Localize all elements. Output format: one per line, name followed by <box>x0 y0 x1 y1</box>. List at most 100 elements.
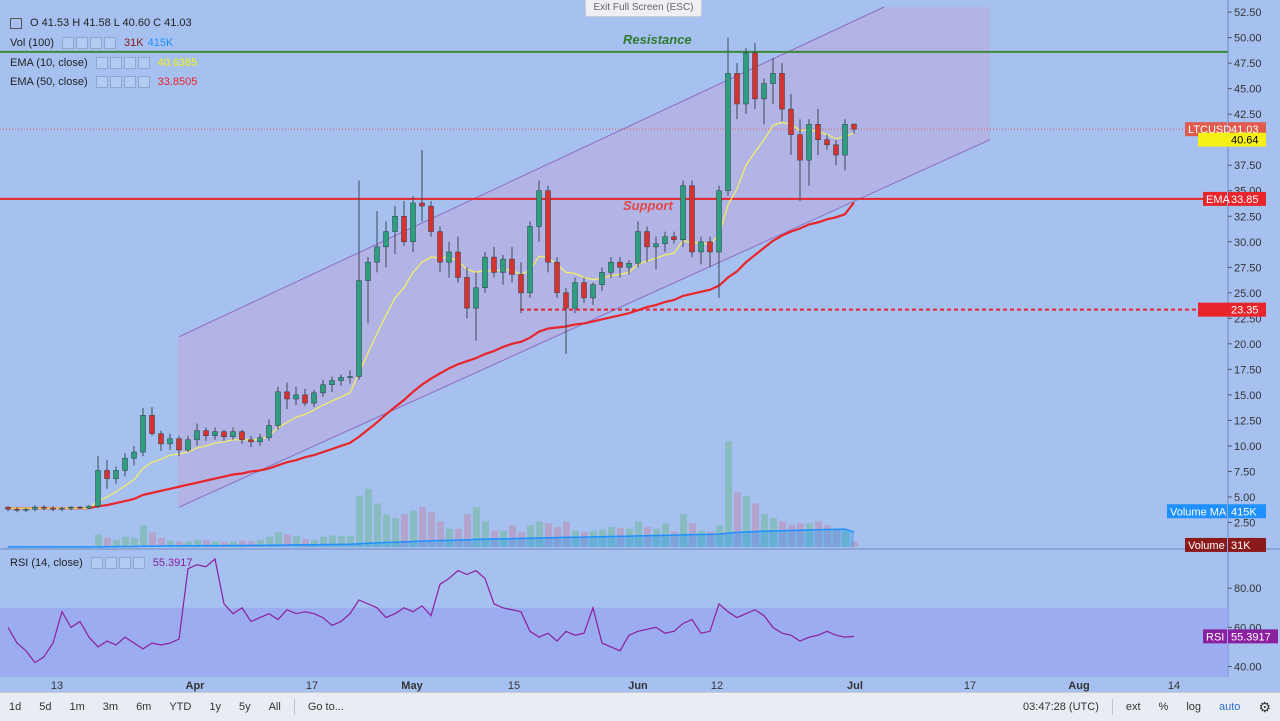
ohlc-values: O 41.53 H 41.58 L 40.60 C 41.03 <box>30 17 192 29</box>
range-ytd-button[interactable]: YTD <box>169 701 192 713</box>
candle-body <box>68 506 74 509</box>
candle-body <box>590 284 596 299</box>
rsi-legend: RSI (14, close) 55.3917 <box>10 557 193 569</box>
range-all-button[interactable]: All <box>268 701 281 713</box>
price-tick-label: 17.50 <box>1234 364 1262 376</box>
ext-button[interactable]: ext <box>1125 701 1141 713</box>
volume-bar <box>518 532 525 547</box>
volume-bar <box>320 536 327 547</box>
volume-bar <box>788 525 795 547</box>
ema50-legend-label: EMA (50, close) <box>10 76 88 88</box>
time-tick-label: 17 <box>306 680 318 692</box>
price-tick-label: 7.50 <box>1234 466 1255 478</box>
price-tag-label: Volume MA <box>1170 506 1227 518</box>
time-tick-label: 14 <box>1168 680 1180 692</box>
candle-body <box>446 251 452 263</box>
candle-body <box>221 431 227 437</box>
volume-bar <box>527 525 534 547</box>
auto-button[interactable]: auto <box>1219 701 1241 713</box>
candle-body <box>410 202 416 243</box>
time-tick-label: 13 <box>51 680 63 692</box>
volume-legend-label: Vol (100) <box>10 37 55 49</box>
collapse-icon[interactable] <box>10 17 22 29</box>
volume-bar <box>698 530 705 547</box>
candle-body <box>176 438 182 451</box>
volume-bar <box>95 534 102 547</box>
candle-body <box>500 258 506 273</box>
volume-bar <box>104 537 111 547</box>
percent-button[interactable]: % <box>1158 701 1169 713</box>
candle-body <box>536 190 542 227</box>
volume-ma-area <box>8 529 854 547</box>
ema50-legend-controls[interactable] <box>95 76 150 88</box>
ema50-legend: EMA (50, close) 33.8505 <box>10 76 197 88</box>
price-tag-value: 40.64 <box>1231 135 1259 147</box>
candle-body <box>95 470 101 507</box>
candle-body <box>464 277 470 309</box>
volume-bar <box>302 539 309 547</box>
chart-canvas[interactable]: Resistance Support 52.50 50.00 47.50 45.00 42.… <box>0 0 1280 692</box>
candle-body <box>437 231 443 263</box>
candle-body <box>419 202 425 207</box>
volume-bar <box>194 539 201 547</box>
range-5d-button[interactable]: 5d <box>39 701 52 713</box>
exit-fullscreen-button[interactable]: Exit Full Screen (ESC) <box>585 0 702 17</box>
candle-body <box>851 123 857 130</box>
candle-body <box>50 507 56 510</box>
candle-body <box>212 431 218 436</box>
candle-body <box>707 241 713 253</box>
candle-body <box>266 425 272 439</box>
price-tick-label: 5.00 <box>1234 492 1255 504</box>
volume-bar <box>725 441 732 547</box>
volume-bar <box>563 521 570 547</box>
candle-body <box>698 241 704 253</box>
candle-body <box>626 262 632 268</box>
volume-bar <box>410 510 417 547</box>
volume-bar <box>419 507 426 547</box>
clock-readout[interactable]: 03:47:28 (UTC) <box>1023 701 1099 713</box>
channel-upper-line <box>178 6 885 338</box>
candle-body <box>743 52 749 105</box>
volume-bar <box>617 528 624 547</box>
range-1y-button[interactable]: 1y <box>209 701 221 713</box>
volume-bar <box>284 534 291 547</box>
candle-body <box>842 124 848 156</box>
candle-body <box>383 231 389 248</box>
log-button[interactable]: log <box>1186 701 1202 713</box>
toolbar-divider <box>1111 699 1113 715</box>
range-3m-button[interactable]: 3m <box>102 701 119 713</box>
bottom-toolbar: 1d 5d 1m 3m 6m YTD 1y 5y All Go to... 03… <box>0 692 1280 721</box>
price-tick-label: 10.00 <box>1234 441 1262 453</box>
volume-bar <box>464 514 471 547</box>
toolbar-divider <box>293 699 295 715</box>
volume-bar <box>455 528 462 547</box>
candle-body <box>284 391 290 400</box>
volume-legend-controls[interactable] <box>62 37 117 49</box>
candle-body <box>635 231 641 264</box>
goto-button[interactable]: Go to... <box>307 701 344 713</box>
time-tick-label: 15 <box>508 680 520 692</box>
gear-icon[interactable]: ⚙ <box>1258 698 1271 715</box>
time-tick-label: Jun <box>628 680 648 692</box>
price-tag-value-bg <box>1228 537 1266 552</box>
rsi-legend-controls[interactable] <box>90 557 145 569</box>
price-tick-label: 37.50 <box>1234 160 1262 172</box>
volume-bar <box>140 525 147 547</box>
price-tag-label: Volume <box>1188 540 1225 552</box>
range-1d-button[interactable]: 1d <box>9 701 22 713</box>
candle-body <box>428 205 434 232</box>
price-tick-label: 50.00 <box>1234 33 1262 45</box>
candle-body <box>275 391 281 426</box>
candle-body <box>518 274 524 294</box>
range-5y-button[interactable]: 5y <box>238 701 251 713</box>
volume-bar <box>149 532 156 547</box>
candle-body <box>338 377 344 381</box>
candle-body <box>662 236 668 245</box>
range-6m-button[interactable]: 6m <box>136 701 152 713</box>
candle-body <box>365 261 371 281</box>
candle-body <box>293 394 299 400</box>
range-1m-button[interactable]: 1m <box>69 701 85 713</box>
ema10-legend-controls[interactable] <box>95 57 150 69</box>
price-tick-label: 27.50 <box>1234 262 1262 274</box>
volume-bar <box>842 530 849 547</box>
